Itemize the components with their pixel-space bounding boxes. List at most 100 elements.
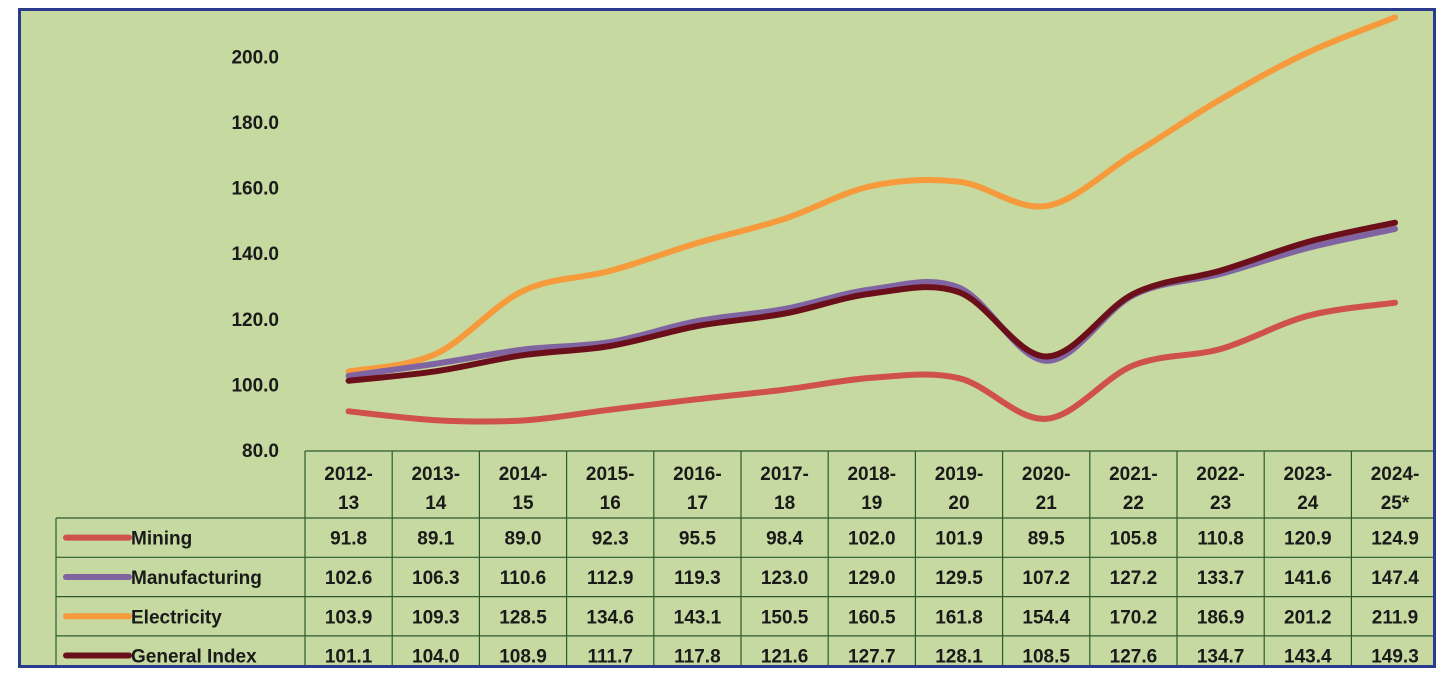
data-label: 160.5 [848,607,896,628]
data-label: 110.8 [1197,529,1244,550]
data-point-electricity [608,268,613,273]
data-label: 127.6 [1110,647,1158,665]
series-line-electricity [345,14,1398,375]
data-point-general-index [521,353,525,358]
data-point-mining [869,375,874,380]
data-point-general-index [957,290,961,295]
data-point-mining [957,376,961,381]
y-tick-label: 80.0 [242,441,279,462]
x-tick-label: 2024- [1371,464,1420,485]
data-label: 103.9 [325,607,373,628]
data-point-electricity [1218,97,1223,102]
data-label: 141.6 [1284,568,1332,589]
x-tick-label: 17 [687,493,708,514]
data-label: 107.2 [1022,568,1070,589]
legend-label: Mining [131,529,192,550]
x-tick-label: 2017- [760,464,809,485]
x-tick-label: 18 [774,493,795,514]
x-tick-label: 25* [1381,493,1410,514]
data-point-mining [782,387,787,392]
data-label: 134.7 [1197,647,1245,665]
data-label: 98.4 [766,529,803,550]
data-point-electricity [1393,15,1397,20]
data-point-manufacturing [957,285,961,290]
data-label: 105.8 [1110,529,1158,550]
data-label: 186.9 [1197,607,1245,628]
data-point-electricity [782,216,787,221]
x-tick-label: 23 [1210,493,1231,514]
data-label: 89.1 [417,529,454,550]
data-label: 108.5 [1022,647,1070,665]
x-tick-label: 20 [948,493,969,514]
data-label: 119.3 [674,568,721,589]
line-chart-with-data-table: 80.0 100.0 120.0 140.0 160.0 180.0 200.0 2012-… [55,14,1433,665]
data-label: 123.0 [761,568,809,589]
data-label: 201.2 [1284,607,1332,628]
legend-label: Manufacturing [131,568,262,589]
data-point-mining [521,418,525,423]
series-lines [345,14,1398,425]
x-tick-label: 16 [600,493,621,514]
data-label: 89.5 [1028,529,1065,550]
data-point-manufacturing [869,287,874,292]
y-tick-label: 200.0 [231,47,279,68]
data-label: 104.0 [412,647,460,665]
data-label: 91.8 [330,529,367,550]
data-label: 127.2 [1110,568,1158,589]
data-label: 147.4 [1371,568,1419,589]
data-point-manufacturing [346,373,351,378]
x-tick-label: 2016- [673,464,722,485]
x-tick-label: 15 [512,493,534,514]
data-label: 128.1 [935,647,983,665]
data-label: 102.6 [325,568,373,589]
x-tick-label: 2018- [847,464,896,485]
data-point-general-index [346,378,351,383]
data-point-mining [1218,347,1223,351]
data-point-manufacturing [1393,226,1397,231]
data-label: 101.1 [325,647,373,665]
data-label: 128.5 [499,607,547,628]
x-tick-label: 2013- [411,464,460,485]
data-point-mining [346,409,351,414]
x-tick-label: 19 [861,493,882,514]
x-tick-label: 2021- [1109,464,1158,485]
y-axis: 80.0 100.0 120.0 140.0 160.0 180.0 200.0 [231,47,279,462]
x-tick-label: 22 [1123,493,1144,514]
x-tick-label: 2015- [586,464,635,485]
data-label: 95.5 [679,529,716,550]
data-label: 129.0 [848,568,896,589]
data-point-electricity [1044,204,1049,208]
data-label: 101.9 [935,529,983,550]
data-label: 120.9 [1284,529,1332,550]
data-point-general-index [695,324,700,328]
data-point-general-index [433,369,438,374]
y-tick-label: 160.0 [231,179,279,200]
data-label: 129.5 [935,568,983,589]
data-point-electricity [1305,50,1310,55]
x-tick-label: 24 [1297,493,1319,514]
data-point-mining [1305,313,1310,318]
data-point-electricity [433,351,438,356]
data-point-electricity [695,241,700,245]
data-point-general-index [1393,220,1397,225]
y-tick-label: 180.0 [231,113,279,134]
legend-label: Electricity [131,607,222,628]
data-point-manufacturing [1305,246,1310,250]
data-table: 2012- 13 2013- 14 2014- 15 2015- 16 2016- 17 2017-… [55,450,1433,665]
data-label: 134.6 [586,607,634,628]
x-tick-label: 21 [1036,493,1058,514]
data-label: 102.0 [848,529,896,550]
data-point-manufacturing [521,347,525,352]
data-point-general-index [1305,240,1310,244]
data-point-manufacturing [695,319,700,324]
x-tick-label: 2012- [324,464,373,485]
data-label: 109.3 [412,607,460,628]
data-label: 92.3 [592,529,629,550]
data-point-general-index [608,344,613,348]
data-point-general-index [1044,354,1049,359]
data-label: 154.4 [1022,607,1070,628]
data-label: 133.7 [1197,568,1245,589]
data-point-manufacturing [782,307,787,311]
data-point-mining [695,397,700,402]
data-point-mining [608,407,613,412]
